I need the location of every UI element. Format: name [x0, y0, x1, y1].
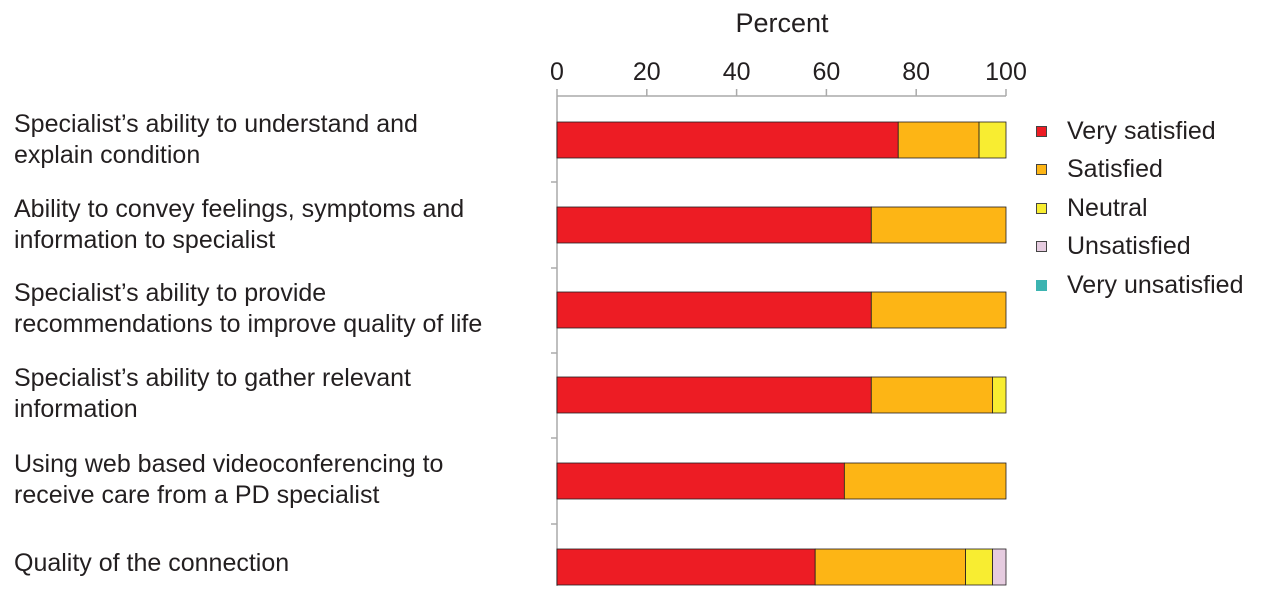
category-label: Specialist’s ability to provide recommen…: [14, 279, 483, 338]
legend-item: Very satisfied: [1036, 112, 1244, 151]
bars: [556, 121, 1007, 586]
legend-label: Neutral: [1067, 193, 1148, 222]
bar-segment: [870, 376, 993, 414]
bar-segment: [978, 121, 1007, 159]
x-tick-label: 40: [723, 58, 751, 86]
legend-swatch: [1036, 164, 1047, 176]
legend-label: Satisfied: [1067, 155, 1163, 184]
bar-segment: [992, 548, 1007, 586]
bar-segment: [556, 206, 872, 244]
legend-item: Neutral: [1036, 189, 1244, 228]
bar-segment: [556, 548, 816, 586]
x-axis-title: Percent: [735, 8, 829, 38]
bar-segment: [897, 121, 980, 159]
category-label: Ability to convey feelings, symptoms and…: [14, 195, 465, 254]
category-label: Using web based videoconferencing to rec…: [14, 450, 444, 509]
legend: Very satisfied Satisfied Neutral Unsatisfie…: [1036, 112, 1244, 305]
x-tick-label: 0: [550, 58, 564, 86]
x-tick-label: 20: [633, 58, 661, 86]
x-tick-label: 60: [812, 58, 840, 86]
bar-segment: [556, 291, 872, 329]
bar-segment: [556, 376, 872, 414]
category-label: Specialist’s ability to gather relevant …: [14, 364, 411, 423]
legend-label: Very satisfied: [1067, 116, 1216, 145]
bar-segment: [870, 206, 1007, 244]
category-label: Quality of the connection: [14, 549, 290, 577]
x-tick-label: 100: [985, 58, 1027, 86]
legend-label: Very unsatisfied: [1067, 270, 1244, 299]
legend-swatch: [1036, 202, 1047, 214]
x-axis: 0 20 40 60 80 100: [550, 58, 1027, 586]
bar-segment: [965, 548, 993, 586]
bar-segment: [992, 376, 1007, 414]
bar-segment: [870, 291, 1007, 329]
legend-item: Satisfied: [1036, 151, 1244, 190]
bar-segment: [814, 548, 966, 586]
legend-swatch: [1036, 241, 1047, 253]
bar-segment: [843, 462, 1007, 500]
x-tick-label: 80: [902, 58, 930, 86]
category-label: Specialist’s ability to understand and e…: [14, 110, 418, 169]
legend-swatch: [1036, 125, 1047, 137]
legend-item: Very unsatisfied: [1036, 266, 1244, 305]
legend-swatch: [1036, 279, 1047, 291]
legend-label: Unsatisfied: [1067, 232, 1191, 261]
bar-segment: [556, 121, 899, 159]
bar-segment: [556, 462, 845, 500]
legend-item: Unsatisfied: [1036, 228, 1244, 267]
